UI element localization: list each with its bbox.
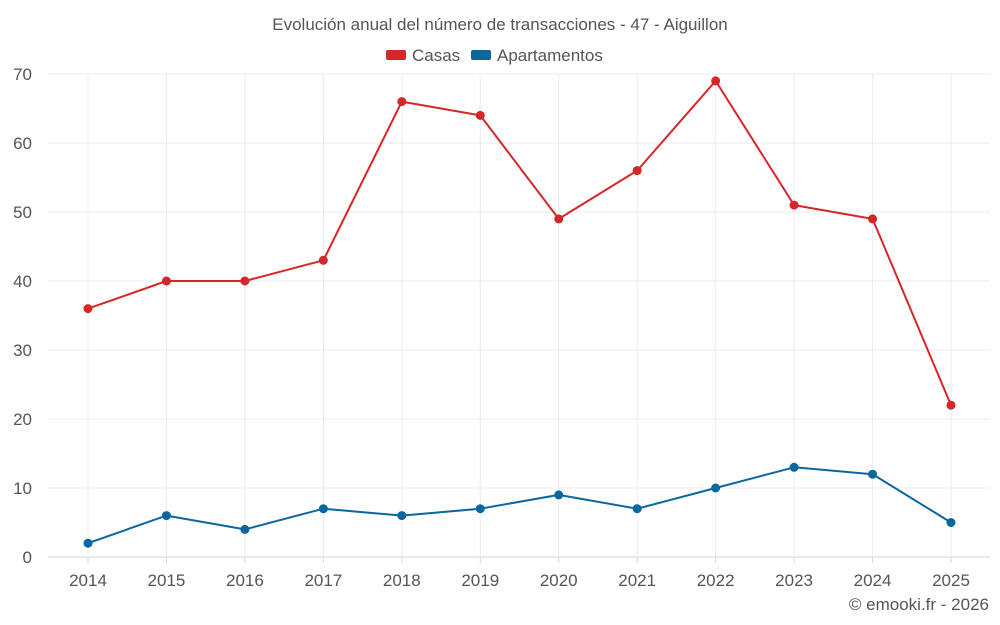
- x-tick-label: 2024: [854, 571, 892, 590]
- x-tick-label: 2022: [697, 571, 735, 590]
- y-tick-label: 10: [13, 479, 32, 498]
- data-point-apartamentos[interactable]: [397, 511, 407, 521]
- y-tick-label: 60: [13, 134, 32, 153]
- data-point-apartamentos[interactable]: [789, 462, 799, 472]
- x-tick-label: 2019: [461, 571, 499, 590]
- data-point-casas[interactable]: [475, 110, 485, 120]
- series-line-apartamentos: [87, 466, 952, 545]
- data-point-casas[interactable]: [554, 214, 564, 224]
- data-point-casas[interactable]: [946, 400, 956, 410]
- x-tick-label: 2018: [383, 571, 421, 590]
- axis-layer: 0 10 20 30 40 50 60 70 2014 2015 2016 2017 2018 2019 2…: [13, 65, 970, 590]
- data-point-casas[interactable]: [632, 166, 642, 176]
- data-point-apartamentos[interactable]: [475, 504, 485, 514]
- y-tick-label: 0: [23, 548, 32, 567]
- x-tick-label: 2021: [618, 571, 656, 590]
- data-point-apartamentos[interactable]: [161, 511, 171, 521]
- y-tick-label: 70: [13, 65, 32, 84]
- y-tick-label: 40: [13, 272, 32, 291]
- chart-credit: © emooki.fr - 2026: [849, 595, 989, 614]
- grid-layer: [48, 73, 990, 558]
- data-point-apartamentos[interactable]: [946, 518, 956, 527]
- legend-swatch-casas[interactable]: [386, 50, 406, 60]
- x-tick-label: 2025: [932, 571, 970, 590]
- data-point-apartamentos[interactable]: [868, 469, 878, 479]
- data-point-apartamentos[interactable]: [240, 524, 250, 534]
- chart-title: Evolución anual del número de transaccio…: [272, 15, 728, 34]
- data-point-casas[interactable]: [240, 276, 250, 286]
- data-point-casas[interactable]: [161, 276, 171, 286]
- data-point-apartamentos[interactable]: [632, 504, 642, 514]
- data-point-apartamentos[interactable]: [83, 538, 93, 548]
- x-tick-label: 2014: [69, 571, 107, 590]
- data-point-casas[interactable]: [789, 200, 799, 210]
- y-tick-label: 30: [13, 341, 32, 360]
- y-tick-label: 20: [13, 410, 32, 429]
- x-tick-label: 2016: [226, 571, 264, 590]
- x-tick-label: 2017: [304, 571, 342, 590]
- data-point-apartamentos[interactable]: [711, 483, 721, 493]
- x-tick-label: 2015: [148, 571, 186, 590]
- data-point-casas[interactable]: [868, 214, 878, 224]
- data-point-casas[interactable]: [397, 97, 407, 107]
- legend-label-casas[interactable]: Casas: [412, 46, 460, 65]
- x-tick-label: 2020: [540, 571, 578, 590]
- series-apartamentos: [83, 462, 956, 548]
- data-point-apartamentos[interactable]: [318, 504, 328, 514]
- y-tick-label: 50: [13, 203, 32, 222]
- x-tick-label: 2023: [775, 571, 813, 590]
- series-casas: [83, 76, 956, 410]
- series-line-casas: [87, 79, 952, 407]
- data-point-casas[interactable]: [83, 304, 93, 314]
- data-point-apartamentos[interactable]: [554, 490, 564, 500]
- series-layer: [83, 76, 956, 548]
- legend-swatch-apartamentos[interactable]: [471, 50, 491, 60]
- legend-label-apartamentos[interactable]: Apartamentos: [497, 46, 603, 65]
- data-point-casas[interactable]: [318, 255, 328, 265]
- chart-legend: Casas Apartamentos: [386, 46, 603, 65]
- data-point-casas[interactable]: [711, 76, 721, 86]
